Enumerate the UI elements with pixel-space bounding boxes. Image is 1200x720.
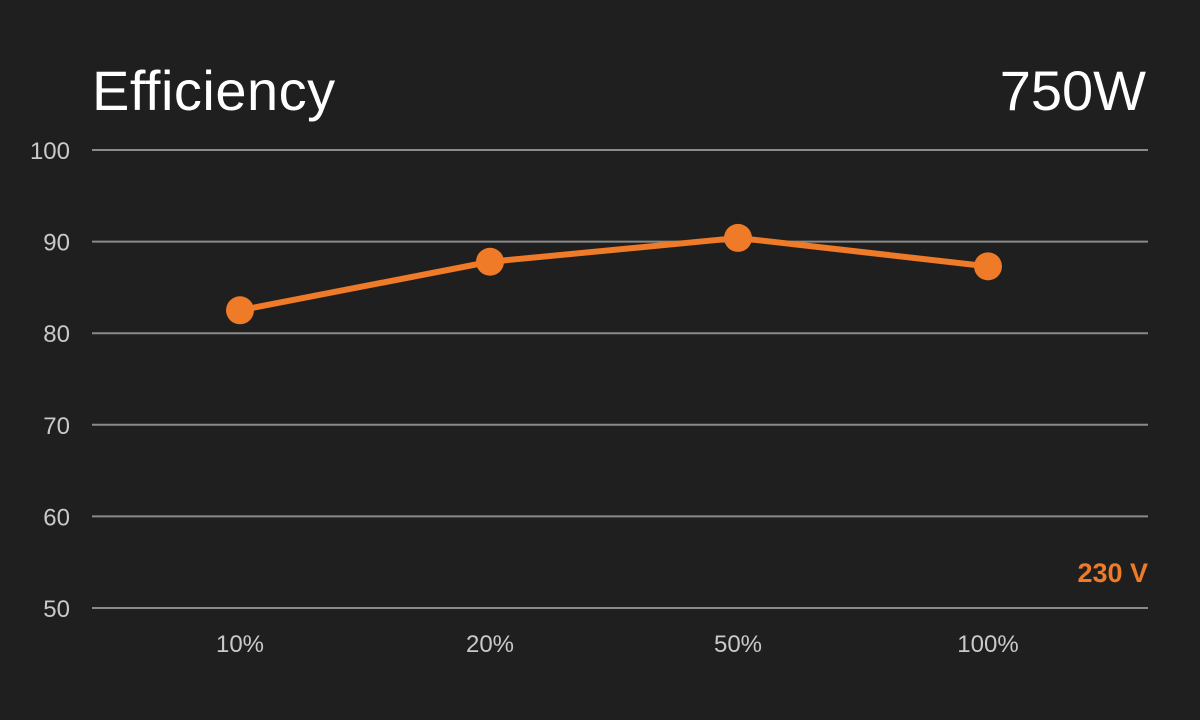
legend-label: 230 V — [1077, 558, 1148, 588]
y-tick-label: 70 — [43, 413, 70, 440]
y-tick-label: 100 — [30, 138, 70, 165]
x-tick-label: 10% — [216, 631, 264, 658]
y-tick-label: 50 — [43, 596, 70, 623]
y-tick-label: 60 — [43, 504, 70, 531]
series-line — [237, 234, 991, 314]
y-tick-label: 80 — [43, 321, 70, 348]
x-tick-label: 100% — [957, 631, 1018, 658]
data-point — [226, 296, 254, 325]
data-point — [974, 252, 1002, 281]
chart-subtitle: 750W — [999, 59, 1146, 122]
data-point — [476, 247, 504, 276]
y-tick-label: 90 — [43, 230, 70, 257]
x-tick-label: 20% — [466, 631, 514, 658]
chart-title: Efficiency — [92, 59, 336, 122]
x-tick-label: 50% — [714, 631, 762, 658]
data-point — [724, 223, 752, 252]
